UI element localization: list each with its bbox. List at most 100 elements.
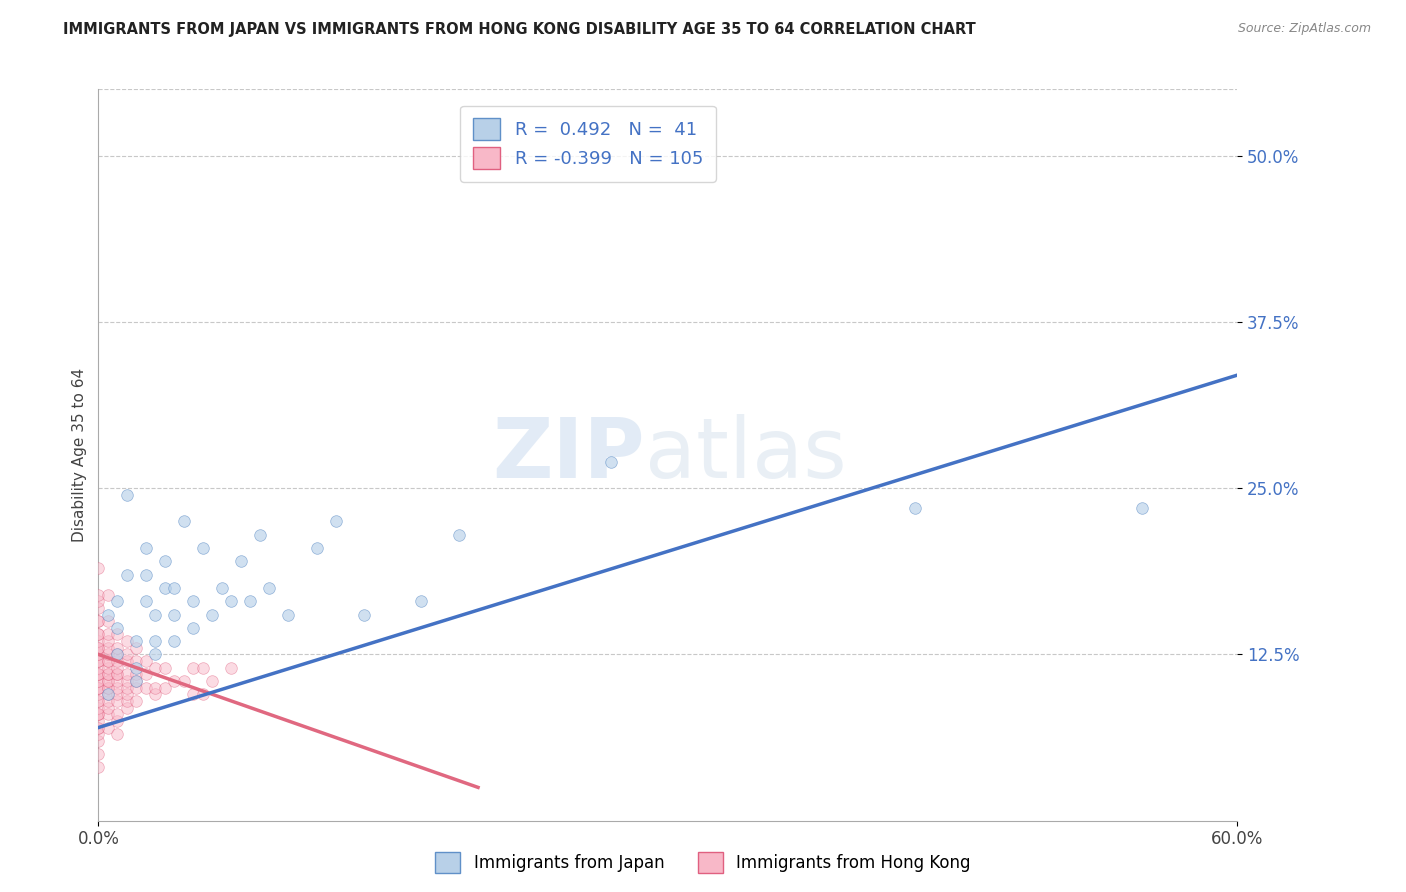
Point: [87, 687, 110, 701]
Point: [163, 581, 186, 595]
Point: [115, 634, 138, 648]
Point: [97, 607, 120, 622]
Point: [135, 594, 157, 608]
Point: [153, 661, 176, 675]
Point: [97, 681, 120, 695]
Point: [87, 640, 110, 655]
Point: [325, 515, 347, 529]
Point: [107, 673, 129, 688]
Point: [211, 581, 233, 595]
Point: [87, 721, 110, 735]
Point: [115, 567, 138, 582]
Point: [97, 640, 120, 655]
Text: Source: ZipAtlas.com: Source: ZipAtlas.com: [1237, 22, 1371, 36]
Point: [163, 607, 186, 622]
Point: [163, 634, 186, 648]
Legend: Immigrants from Japan, Immigrants from Hong Kong: Immigrants from Japan, Immigrants from H…: [429, 846, 977, 880]
Point: [97, 721, 120, 735]
Point: [87, 673, 110, 688]
Point: [183, 621, 205, 635]
Point: [97, 681, 120, 695]
Point: [135, 654, 157, 668]
Point: [87, 667, 110, 681]
Point: [97, 700, 120, 714]
Point: [600, 454, 623, 468]
Point: [221, 661, 243, 675]
Point: [135, 681, 157, 695]
Point: [87, 700, 110, 714]
Y-axis label: Disability Age 35 to 64: Disability Age 35 to 64: [72, 368, 87, 542]
Point: [87, 600, 110, 615]
Point: [145, 634, 167, 648]
Point: [239, 594, 262, 608]
Point: [87, 714, 110, 728]
Point: [115, 681, 138, 695]
Point: [904, 501, 927, 516]
Point: [107, 654, 129, 668]
Point: [135, 567, 157, 582]
Point: [115, 673, 138, 688]
Point: [87, 654, 110, 668]
Point: [87, 667, 110, 681]
Point: [87, 667, 110, 681]
Point: [153, 581, 176, 595]
Point: [107, 707, 129, 722]
Point: [107, 667, 129, 681]
Point: [87, 661, 110, 675]
Point: [305, 541, 328, 555]
Point: [115, 687, 138, 701]
Point: [87, 681, 110, 695]
Point: [221, 594, 243, 608]
Point: [97, 667, 120, 681]
Point: [107, 621, 129, 635]
Point: [125, 673, 148, 688]
Point: [277, 607, 299, 622]
Point: [115, 694, 138, 708]
Point: [125, 667, 148, 681]
Point: [97, 707, 120, 722]
Point: [183, 594, 205, 608]
Point: [107, 681, 129, 695]
Point: [115, 654, 138, 668]
Point: [87, 594, 110, 608]
Point: [87, 747, 110, 761]
Point: [411, 594, 433, 608]
Point: [87, 694, 110, 708]
Point: [201, 607, 224, 622]
Point: [97, 654, 120, 668]
Point: [191, 541, 214, 555]
Point: [97, 634, 120, 648]
Point: [87, 707, 110, 722]
Point: [107, 648, 129, 662]
Point: [125, 661, 148, 675]
Point: [87, 760, 110, 774]
Point: [449, 527, 471, 541]
Point: [97, 648, 120, 662]
Point: [97, 687, 120, 701]
Point: [107, 594, 129, 608]
Point: [87, 654, 110, 668]
Point: [87, 707, 110, 722]
Point: [87, 640, 110, 655]
Point: [97, 588, 120, 602]
Point: [153, 554, 176, 568]
Point: [191, 661, 214, 675]
Point: [115, 648, 138, 662]
Point: [87, 614, 110, 628]
Point: [87, 561, 110, 575]
Point: [201, 673, 224, 688]
Point: [87, 721, 110, 735]
Point: [107, 640, 129, 655]
Point: [145, 607, 167, 622]
Point: [107, 667, 129, 681]
Point: [87, 648, 110, 662]
Point: [135, 541, 157, 555]
Point: [183, 661, 205, 675]
Point: [183, 687, 205, 701]
Point: [87, 734, 110, 748]
Point: [97, 687, 120, 701]
Point: [115, 700, 138, 714]
Text: atlas: atlas: [645, 415, 846, 495]
Point: [229, 554, 252, 568]
Point: [125, 634, 148, 648]
